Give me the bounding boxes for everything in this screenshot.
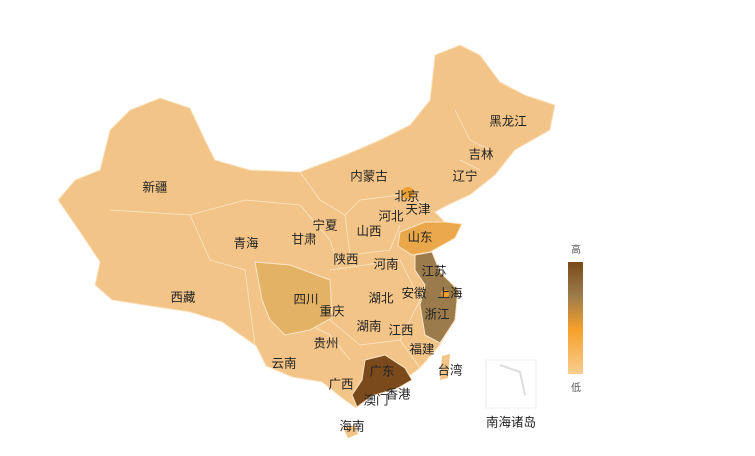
province-label: 福建 xyxy=(409,341,435,357)
province-label: 北京 xyxy=(394,188,420,204)
province-shandong[interactable] xyxy=(397,221,463,256)
province-label: 辽宁 xyxy=(452,168,478,184)
province-label: 贵州 xyxy=(313,335,339,351)
province-label: 宁夏 xyxy=(312,217,338,233)
province-label: 天津 xyxy=(405,201,431,217)
province-label: 河南 xyxy=(373,256,399,272)
legend-high-label: 高 xyxy=(571,245,581,256)
province-label: 重庆 xyxy=(319,303,345,319)
legend-low-label: 低 xyxy=(571,383,581,394)
province-label: 河北 xyxy=(378,208,404,224)
visual-map-gradient[interactable] xyxy=(568,262,583,374)
province-label: 香港 xyxy=(385,386,411,402)
province-sichuan[interactable] xyxy=(254,261,333,336)
province-label: 新疆 xyxy=(142,179,168,195)
province-label: 上海 xyxy=(437,285,463,301)
province-label: 吉林 xyxy=(468,146,494,162)
province-label: 浙江 xyxy=(424,306,450,322)
province-label: 黑龙江 xyxy=(489,113,527,129)
province-label: 甘肃 xyxy=(291,231,317,247)
province-label: 南海诸岛 xyxy=(485,414,537,430)
province-label: 澳门 xyxy=(363,392,389,408)
province-label: 山西 xyxy=(356,223,382,239)
province-label: 海南 xyxy=(339,418,365,434)
province-shanghai[interactable] xyxy=(441,290,449,298)
province-label: 安徽 xyxy=(401,285,427,301)
province-label: 江西 xyxy=(388,322,414,338)
province-label: 湖北 xyxy=(368,290,394,306)
province-label: 青海 xyxy=(233,235,259,251)
province-label: 内蒙古 xyxy=(350,168,388,184)
province-label: 四川 xyxy=(293,291,319,307)
province-label: 陕西 xyxy=(333,251,359,267)
province-label: 湖南 xyxy=(356,318,382,334)
country-outline[interactable] xyxy=(57,44,556,409)
province-label: 广东 xyxy=(369,363,395,379)
province-label: 广西 xyxy=(328,376,354,392)
province-label: 西藏 xyxy=(170,289,196,305)
province-label: 山东 xyxy=(407,229,433,245)
province-label: 江苏 xyxy=(421,263,447,279)
province-beijing[interactable] xyxy=(402,187,414,199)
province-label: 台湾 xyxy=(437,362,463,378)
province-hainan[interactable] xyxy=(343,425,358,438)
province-jiangsu-zhejiang[interactable] xyxy=(414,251,459,344)
nanhai-islands-box xyxy=(485,359,537,409)
province-label: 云南 xyxy=(271,355,297,371)
province-guangdong[interactable] xyxy=(351,354,413,408)
province-taiwan[interactable] xyxy=(440,354,450,380)
